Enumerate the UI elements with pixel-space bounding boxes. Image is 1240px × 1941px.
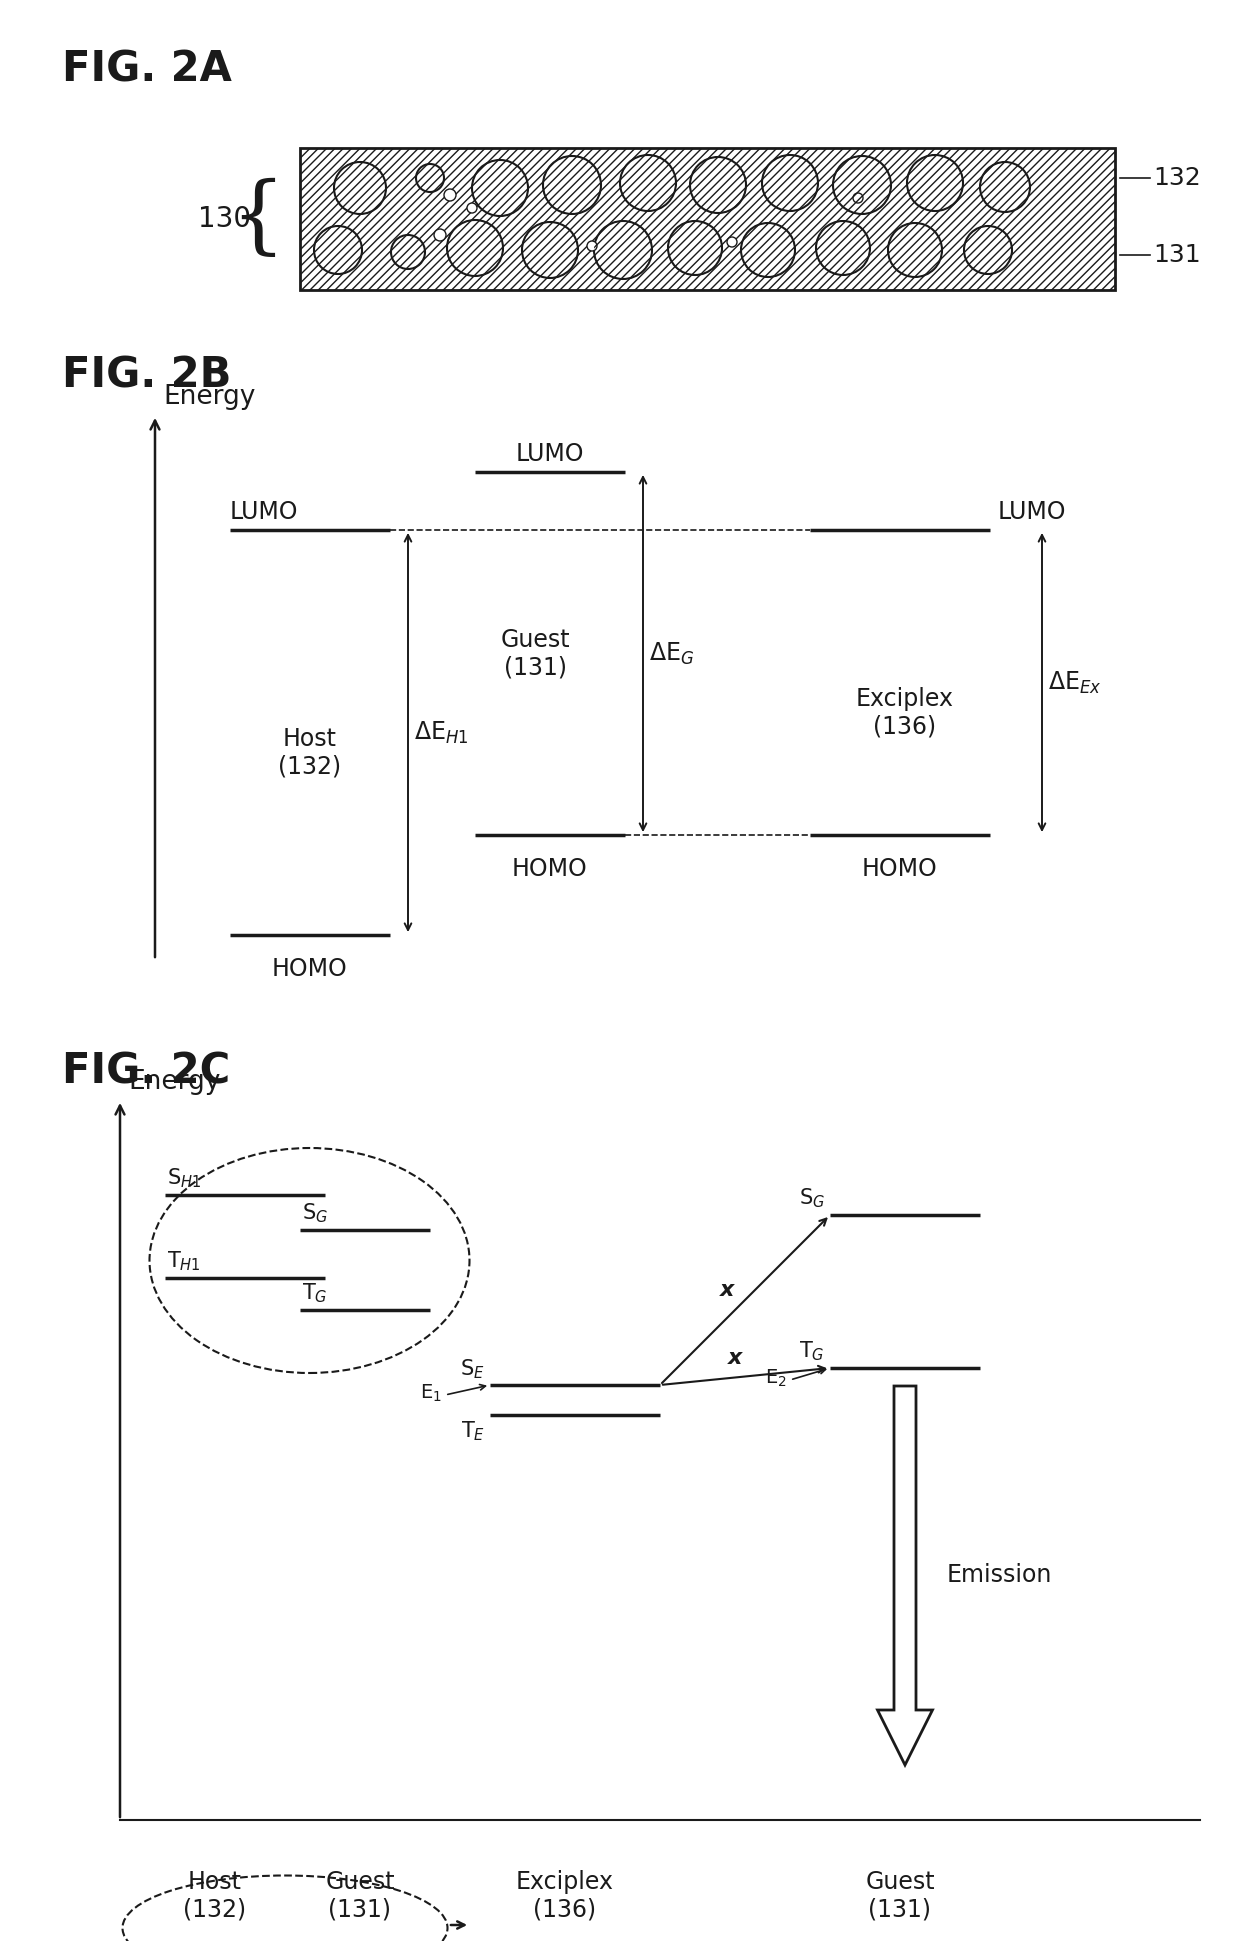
Circle shape	[689, 157, 746, 214]
FancyArrow shape	[878, 1386, 932, 1764]
Circle shape	[472, 159, 528, 215]
Text: x: x	[728, 1349, 743, 1368]
Circle shape	[314, 225, 362, 274]
Circle shape	[391, 235, 425, 270]
Text: $\Delta$E$_G$: $\Delta$E$_G$	[649, 641, 694, 666]
Text: HOMO: HOMO	[272, 957, 348, 980]
Circle shape	[816, 221, 870, 276]
Circle shape	[467, 204, 477, 214]
Circle shape	[742, 223, 795, 278]
Text: FIG. 2A: FIG. 2A	[62, 49, 232, 89]
Circle shape	[980, 161, 1030, 212]
Circle shape	[415, 163, 444, 192]
Text: Guest
(131): Guest (131)	[500, 627, 570, 679]
Text: x: x	[719, 1279, 734, 1300]
Text: Emission: Emission	[947, 1564, 1053, 1588]
Text: T$_{H1}$: T$_{H1}$	[167, 1250, 201, 1273]
Circle shape	[668, 221, 722, 276]
Circle shape	[334, 161, 386, 214]
Text: $\Delta$E$_{Ex}$: $\Delta$E$_{Ex}$	[1048, 670, 1101, 695]
Bar	[300, 148, 1115, 289]
Text: HOMO: HOMO	[862, 858, 937, 881]
Circle shape	[763, 155, 818, 212]
Circle shape	[727, 237, 737, 247]
Text: LUMO: LUMO	[516, 443, 584, 466]
Text: E$_1$: E$_1$	[420, 1382, 441, 1403]
Circle shape	[444, 188, 456, 202]
Text: S$_G$: S$_G$	[799, 1186, 825, 1209]
Text: Host
(132): Host (132)	[279, 726, 341, 778]
Circle shape	[543, 155, 601, 214]
Circle shape	[522, 221, 578, 278]
Circle shape	[906, 155, 963, 212]
Text: LUMO: LUMO	[998, 501, 1066, 524]
Text: LUMO: LUMO	[229, 501, 299, 524]
Circle shape	[833, 155, 892, 214]
Text: Energy: Energy	[128, 1069, 221, 1095]
Text: FIG. 2B: FIG. 2B	[62, 355, 232, 398]
Text: S$_{H1}$: S$_{H1}$	[167, 1167, 201, 1190]
Text: T$_G$: T$_G$	[800, 1339, 825, 1363]
Text: $\Delta$E$_{H1}$: $\Delta$E$_{H1}$	[414, 720, 469, 745]
Text: Exciplex
(136): Exciplex (136)	[856, 687, 954, 738]
Text: T$_G$: T$_G$	[303, 1281, 327, 1304]
Text: {: {	[231, 177, 285, 260]
Text: HOMO: HOMO	[512, 858, 588, 881]
Text: FIG. 2C: FIG. 2C	[62, 1050, 231, 1093]
Text: T$_E$: T$_E$	[461, 1419, 485, 1442]
Text: S$_G$: S$_G$	[303, 1201, 329, 1225]
Text: Host
(132): Host (132)	[184, 1869, 247, 1922]
Text: Energy: Energy	[162, 384, 255, 410]
Circle shape	[963, 225, 1012, 274]
Circle shape	[853, 192, 863, 204]
Circle shape	[888, 223, 942, 278]
Text: Exciplex
(136): Exciplex (136)	[516, 1869, 614, 1922]
Circle shape	[620, 155, 676, 212]
Circle shape	[434, 229, 446, 241]
Bar	[300, 148, 1115, 289]
Circle shape	[587, 241, 596, 250]
Text: Guest
(131): Guest (131)	[866, 1869, 935, 1922]
Circle shape	[446, 219, 503, 276]
Text: E$_2$: E$_2$	[765, 1366, 787, 1388]
Circle shape	[594, 221, 652, 280]
Text: 132: 132	[1153, 167, 1200, 190]
Text: S$_E$: S$_E$	[460, 1357, 485, 1380]
Text: Guest
(131): Guest (131)	[325, 1869, 394, 1922]
Text: 130: 130	[198, 206, 252, 233]
Text: 131: 131	[1153, 243, 1200, 268]
